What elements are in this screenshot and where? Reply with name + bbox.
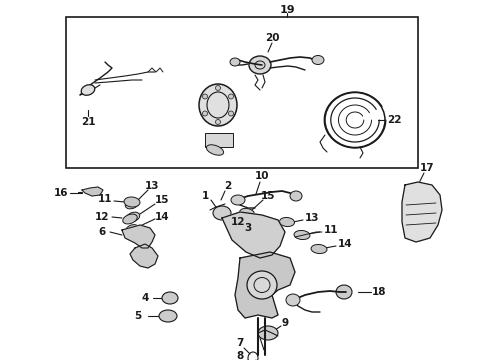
Ellipse shape <box>247 271 277 299</box>
Text: 13: 13 <box>305 213 319 223</box>
Ellipse shape <box>228 111 234 116</box>
Bar <box>66 17 418 168</box>
Ellipse shape <box>206 145 223 155</box>
Ellipse shape <box>312 55 324 64</box>
Text: 15: 15 <box>261 191 275 201</box>
Ellipse shape <box>249 56 271 74</box>
Ellipse shape <box>202 94 207 99</box>
Text: 18: 18 <box>372 287 387 297</box>
Ellipse shape <box>286 294 300 306</box>
Ellipse shape <box>290 191 302 201</box>
Ellipse shape <box>228 94 234 99</box>
Ellipse shape <box>294 230 310 239</box>
Bar <box>205 133 233 147</box>
Ellipse shape <box>336 285 352 299</box>
Ellipse shape <box>231 195 245 205</box>
Text: 12: 12 <box>95 212 109 222</box>
Text: 11: 11 <box>324 225 339 235</box>
Polygon shape <box>122 225 155 248</box>
Ellipse shape <box>250 220 264 230</box>
Ellipse shape <box>279 217 294 226</box>
Ellipse shape <box>126 212 140 222</box>
Ellipse shape <box>123 214 137 224</box>
Text: 19: 19 <box>279 5 295 15</box>
Ellipse shape <box>159 310 177 322</box>
Ellipse shape <box>311 244 327 253</box>
Ellipse shape <box>258 326 278 340</box>
Ellipse shape <box>230 58 240 66</box>
Ellipse shape <box>162 292 178 304</box>
Text: 16: 16 <box>53 188 68 198</box>
Polygon shape <box>130 244 158 268</box>
Ellipse shape <box>199 84 237 126</box>
Text: 3: 3 <box>245 223 252 233</box>
Polygon shape <box>235 252 295 318</box>
Text: 11: 11 <box>98 194 112 204</box>
Text: 4: 4 <box>141 293 148 303</box>
Text: 20: 20 <box>265 33 279 43</box>
Text: 1: 1 <box>201 191 209 201</box>
Ellipse shape <box>213 206 231 220</box>
Ellipse shape <box>81 85 95 95</box>
Ellipse shape <box>216 85 220 90</box>
Text: 2: 2 <box>224 181 232 191</box>
Polygon shape <box>402 182 442 242</box>
Ellipse shape <box>216 120 220 125</box>
Text: 17: 17 <box>420 163 434 173</box>
Polygon shape <box>222 212 285 258</box>
Text: 6: 6 <box>98 227 106 237</box>
Text: 22: 22 <box>387 115 401 125</box>
Ellipse shape <box>240 208 254 217</box>
Ellipse shape <box>126 225 138 233</box>
Text: 12: 12 <box>231 217 245 227</box>
Text: 14: 14 <box>338 239 353 249</box>
Ellipse shape <box>202 111 207 116</box>
Text: 5: 5 <box>134 311 142 321</box>
Text: 10: 10 <box>255 171 269 181</box>
Ellipse shape <box>125 199 139 209</box>
Text: 15: 15 <box>155 195 169 205</box>
Text: 7: 7 <box>236 338 244 348</box>
Text: 9: 9 <box>281 318 289 328</box>
Text: 8: 8 <box>236 351 244 360</box>
Polygon shape <box>82 187 103 196</box>
Text: 21: 21 <box>81 117 95 127</box>
Text: 14: 14 <box>155 212 170 222</box>
Text: 13: 13 <box>145 181 159 191</box>
Ellipse shape <box>124 197 140 207</box>
